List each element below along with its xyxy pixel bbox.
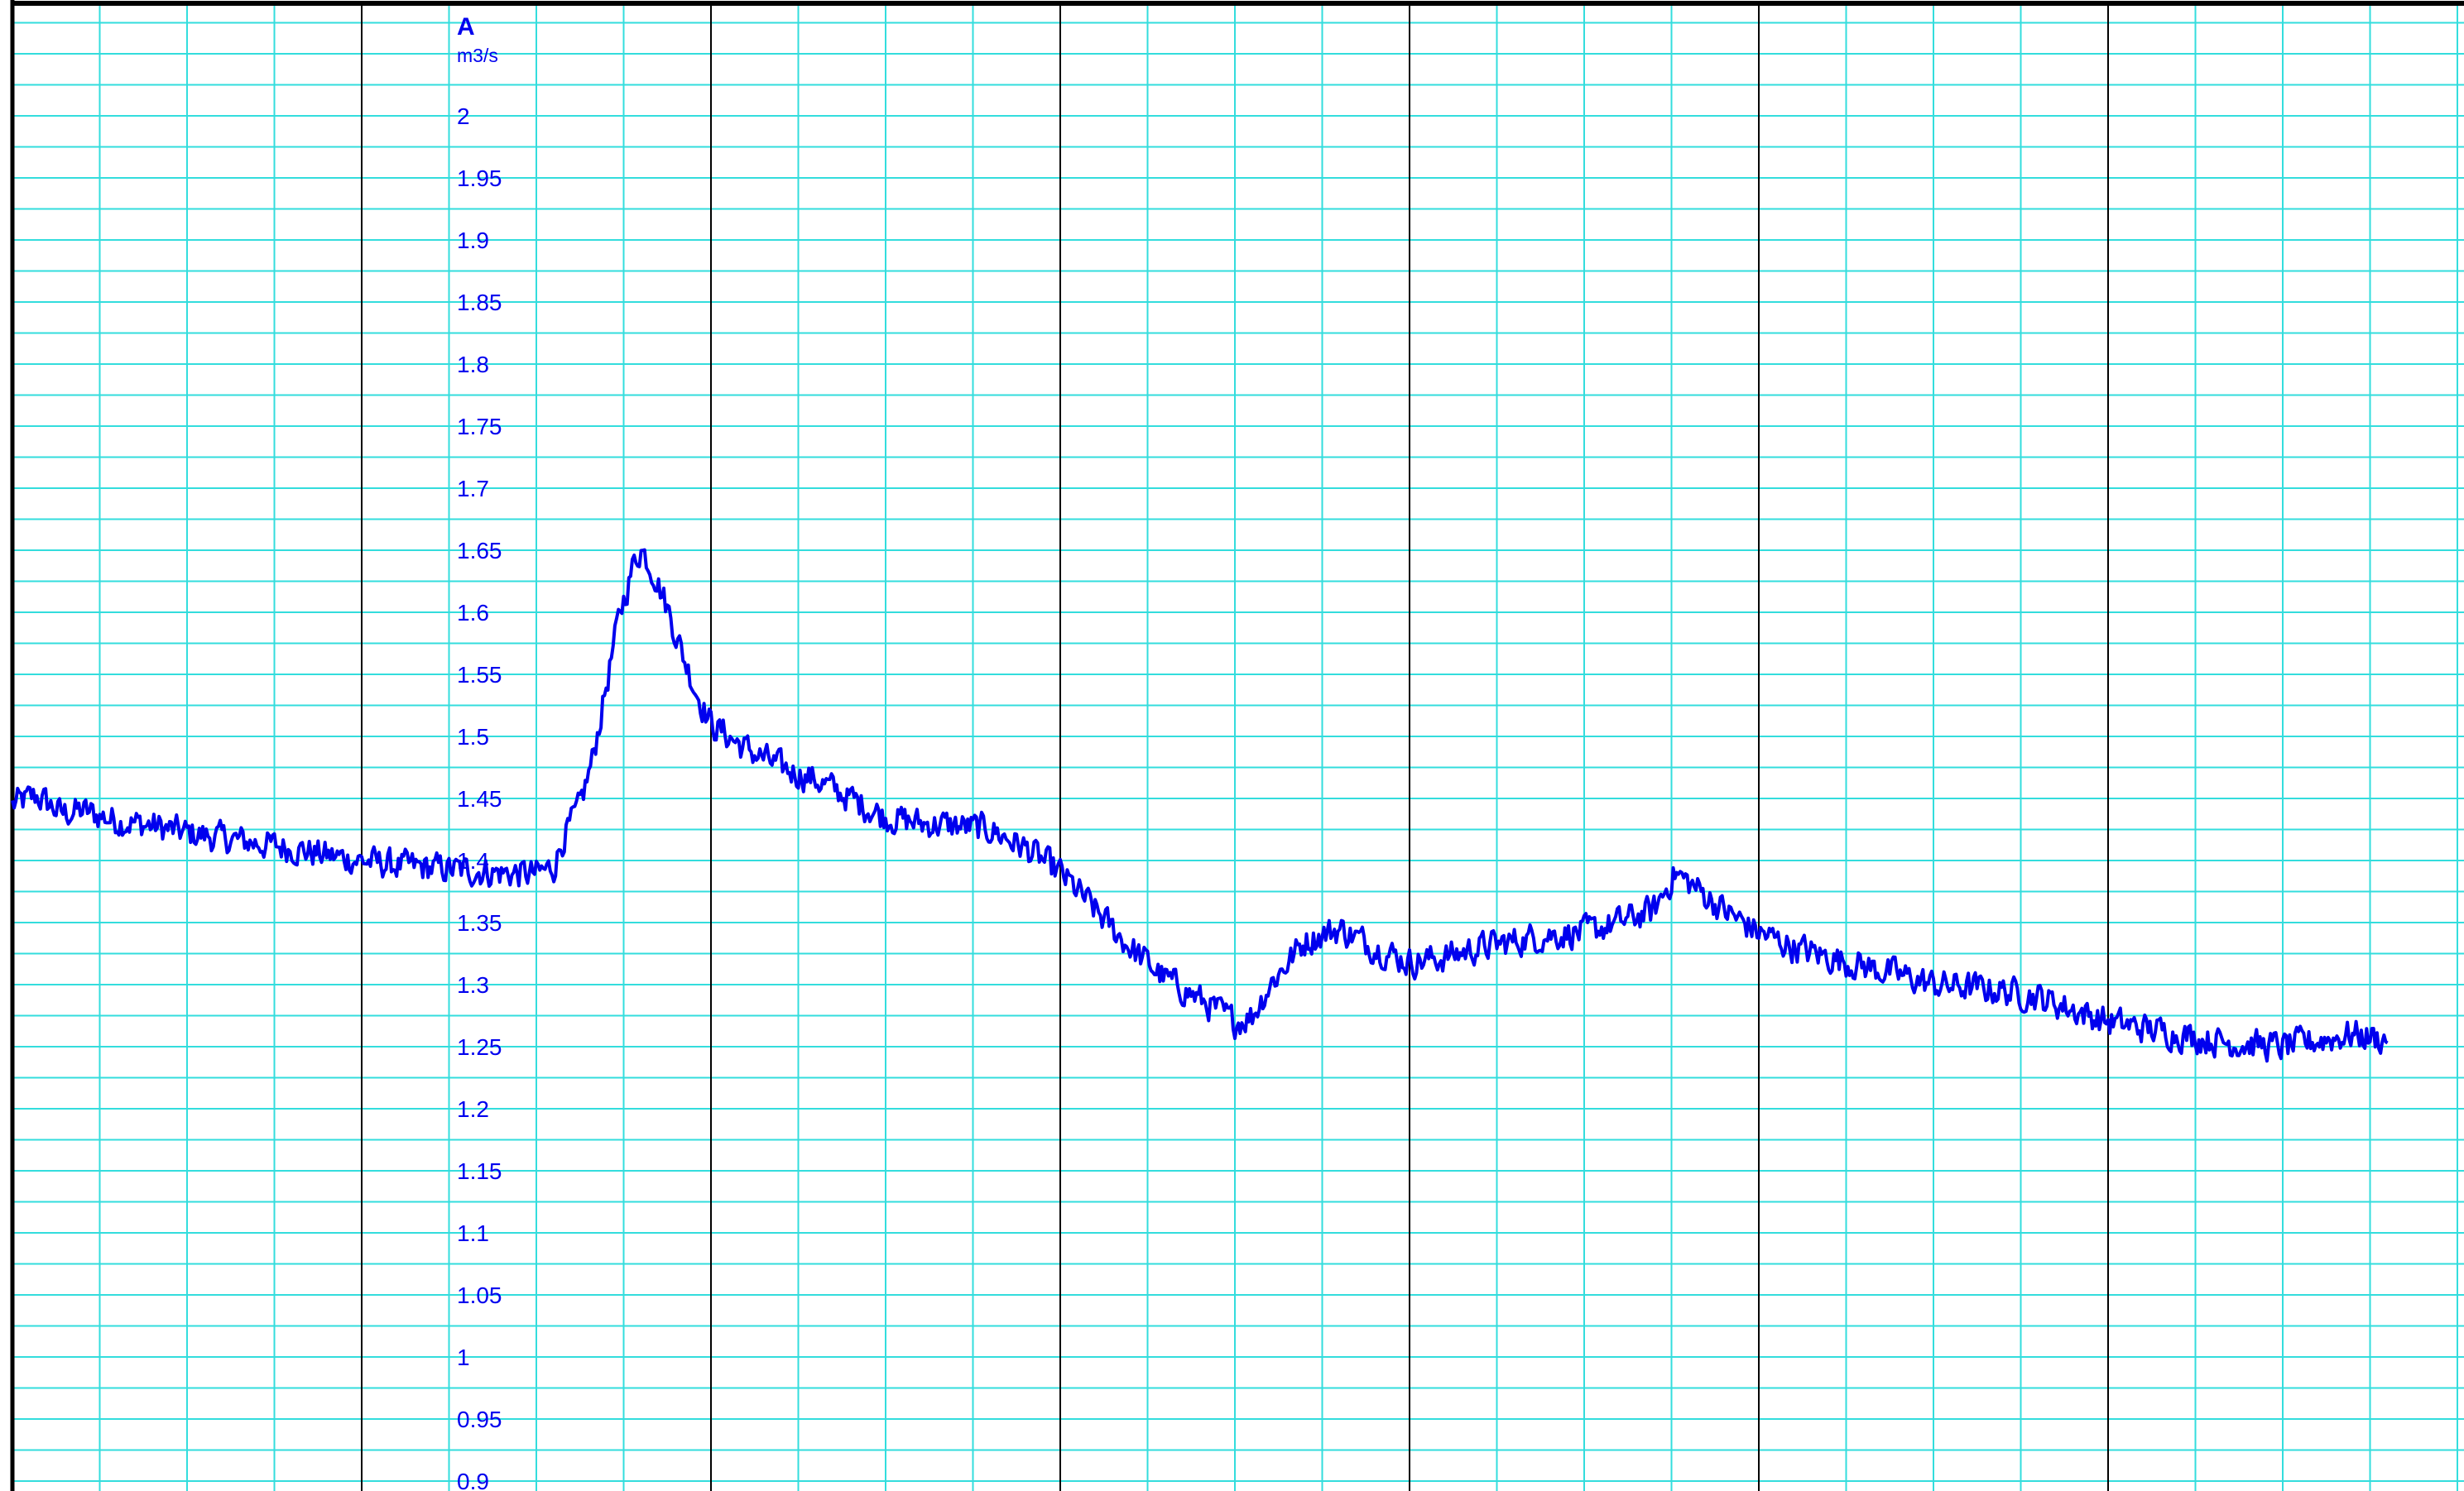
y-tick-label: 1.95 (457, 165, 502, 191)
y-tick-label: 1.45 (457, 786, 502, 812)
y-axis-unit: m3/s (457, 45, 498, 66)
y-tick-label: 2 (457, 103, 470, 129)
y-axis-title: A (457, 13, 475, 41)
major-grid (361, 5, 2109, 1491)
plot-border (10, 0, 2464, 1491)
y-tick-label: 1.7 (457, 476, 489, 501)
y-tick-label: 1.35 (457, 910, 502, 936)
y-tick-label: 1.1 (457, 1220, 489, 1246)
y-tick-label: 1.9 (457, 228, 489, 253)
y-tick-label: 1.85 (457, 290, 502, 315)
y-tick-label: 1.3 (457, 972, 489, 998)
minor-grid (12, 5, 2464, 1491)
y-tick-label: 1.05 (457, 1282, 502, 1308)
series-line (11, 548, 2389, 1063)
y-tick-label: 1.15 (457, 1158, 502, 1184)
y-tick-label: 1.25 (457, 1034, 502, 1060)
y-tick-label: 1.8 (457, 352, 489, 377)
y-tick-label: 1.6 (457, 600, 489, 626)
series-group (11, 548, 2389, 1063)
y-tick-label: 1.2 (457, 1096, 489, 1122)
y-tick-label: 0.9 (457, 1469, 489, 1491)
y-axis-labels: A m3/s 0.9 0.95 1 1.05 1.1 1.15 1.2 1.25 1.3 1.35… (457, 13, 502, 1491)
y-tick-label: 1.75 (457, 414, 502, 439)
y-tick-label: 1 (457, 1345, 470, 1370)
y-tick-label: 1.5 (457, 724, 489, 750)
y-tick-label: 0.95 (457, 1407, 502, 1432)
y-tick-label: 1.55 (457, 662, 502, 688)
y-tick-label: 1.65 (457, 538, 502, 563)
